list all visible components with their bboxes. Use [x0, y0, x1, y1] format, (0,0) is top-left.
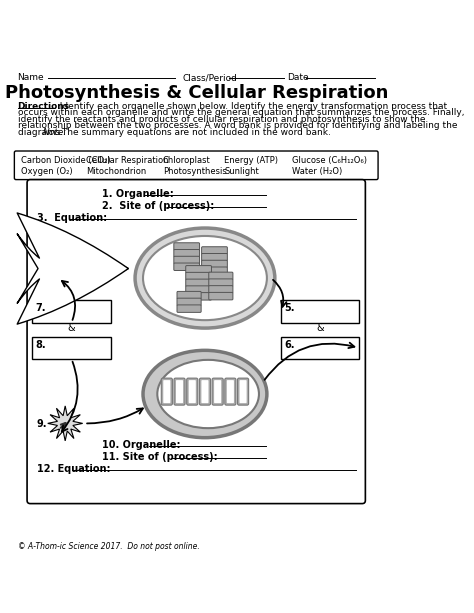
Polygon shape: [44, 253, 52, 259]
Polygon shape: [48, 406, 82, 441]
Text: Note:: Note:: [43, 128, 67, 137]
Text: 11. Site of (process):: 11. Site of (process):: [102, 452, 218, 462]
FancyBboxPatch shape: [177, 291, 201, 299]
Text: Glucose (C₆H₁₂O₆): Glucose (C₆H₁₂O₆): [292, 156, 367, 165]
Polygon shape: [59, 242, 65, 250]
Text: 4.: 4.: [78, 265, 88, 275]
FancyBboxPatch shape: [281, 300, 359, 322]
FancyBboxPatch shape: [174, 378, 185, 405]
Text: 3.  Equation:: 3. Equation:: [36, 213, 107, 223]
FancyBboxPatch shape: [201, 267, 228, 275]
Text: diagrams.: diagrams.: [18, 128, 65, 137]
FancyBboxPatch shape: [177, 305, 201, 313]
FancyBboxPatch shape: [212, 378, 223, 405]
FancyBboxPatch shape: [177, 298, 201, 306]
FancyBboxPatch shape: [209, 272, 233, 280]
FancyBboxPatch shape: [201, 254, 228, 261]
Text: relationship between the two processes. A word bank is provided for identifying : relationship between the two processes. …: [18, 121, 457, 131]
FancyBboxPatch shape: [176, 380, 183, 403]
Ellipse shape: [135, 228, 275, 328]
Polygon shape: [52, 273, 58, 281]
FancyBboxPatch shape: [239, 380, 246, 403]
FancyBboxPatch shape: [32, 300, 111, 322]
Text: Date: Date: [288, 73, 309, 82]
FancyBboxPatch shape: [186, 292, 211, 300]
Text: Photosynthesis & Cellular Respiration: Photosynthesis & Cellular Respiration: [5, 85, 388, 102]
Circle shape: [49, 250, 75, 276]
Text: Class/Period: Class/Period: [182, 73, 237, 82]
FancyBboxPatch shape: [225, 378, 236, 405]
Ellipse shape: [143, 351, 267, 438]
Text: &: &: [316, 323, 324, 333]
Text: 6.: 6.: [284, 340, 295, 350]
FancyBboxPatch shape: [94, 265, 126, 273]
FancyBboxPatch shape: [174, 249, 200, 257]
FancyBboxPatch shape: [189, 380, 196, 403]
FancyBboxPatch shape: [237, 378, 249, 405]
FancyBboxPatch shape: [227, 380, 234, 403]
Text: : Identify each organelle shown below. Identify the energy transformation proces: : Identify each organelle shown below. I…: [54, 102, 447, 111]
FancyBboxPatch shape: [163, 380, 171, 403]
Ellipse shape: [143, 236, 267, 320]
FancyBboxPatch shape: [201, 380, 209, 403]
FancyBboxPatch shape: [174, 263, 200, 270]
Text: Photosynthesis: Photosynthesis: [163, 167, 227, 176]
FancyBboxPatch shape: [174, 256, 200, 264]
FancyBboxPatch shape: [209, 286, 233, 293]
FancyBboxPatch shape: [201, 247, 228, 254]
FancyBboxPatch shape: [174, 243, 200, 250]
Text: 1. Organelle:: 1. Organelle:: [102, 189, 173, 199]
FancyBboxPatch shape: [186, 272, 211, 280]
Text: Oxygen (O₂): Oxygen (O₂): [21, 167, 73, 176]
Text: 2.  Site of (process):: 2. Site of (process):: [102, 201, 214, 211]
FancyBboxPatch shape: [209, 279, 233, 286]
FancyBboxPatch shape: [281, 337, 359, 359]
Polygon shape: [44, 267, 52, 273]
FancyBboxPatch shape: [214, 380, 221, 403]
Text: 10. Organelle:: 10. Organelle:: [102, 440, 180, 450]
FancyBboxPatch shape: [186, 265, 211, 273]
Polygon shape: [66, 245, 73, 253]
Text: 8.: 8.: [35, 340, 46, 350]
Text: &: &: [68, 323, 75, 333]
Ellipse shape: [56, 256, 68, 270]
Text: Carbon Dioxide (CO₂): Carbon Dioxide (CO₂): [21, 156, 110, 165]
FancyBboxPatch shape: [187, 378, 198, 405]
Text: 12. Equation:: 12. Equation:: [36, 464, 110, 474]
FancyBboxPatch shape: [200, 378, 210, 405]
Text: identify the reactants and products of cellular respiration and photosynthesis t: identify the reactants and products of c…: [18, 115, 425, 124]
Ellipse shape: [157, 360, 259, 428]
Text: The summary equations are not included in the word bank.: The summary equations are not included i…: [59, 128, 331, 137]
FancyBboxPatch shape: [32, 337, 111, 359]
Text: Directions: Directions: [18, 102, 70, 111]
Polygon shape: [75, 260, 82, 266]
Text: Sunlight: Sunlight: [224, 167, 259, 176]
Text: 5.: 5.: [284, 303, 295, 313]
Polygon shape: [59, 276, 65, 284]
FancyBboxPatch shape: [186, 286, 211, 293]
Text: Energy (ATP): Energy (ATP): [224, 156, 278, 165]
Polygon shape: [41, 260, 49, 266]
Polygon shape: [72, 267, 80, 273]
Text: © A-Thom-ic Science 2017.  Do not post online.: © A-Thom-ic Science 2017. Do not post on…: [18, 542, 199, 550]
Polygon shape: [66, 273, 73, 281]
Polygon shape: [52, 245, 58, 253]
Text: Chloroplast: Chloroplast: [163, 156, 210, 165]
FancyBboxPatch shape: [209, 292, 233, 300]
FancyBboxPatch shape: [27, 180, 365, 504]
FancyBboxPatch shape: [14, 151, 378, 180]
Text: Cellular Respiration: Cellular Respiration: [86, 156, 168, 165]
Text: occurs within each organelle and write the general equation that summarizes the : occurs within each organelle and write t…: [18, 109, 464, 117]
Text: Mitochondrion: Mitochondrion: [86, 167, 146, 176]
Text: Water (H₂O): Water (H₂O): [292, 167, 343, 176]
Text: 7.: 7.: [35, 303, 46, 313]
Text: 9.: 9.: [36, 419, 47, 430]
FancyBboxPatch shape: [161, 378, 173, 405]
Polygon shape: [72, 253, 80, 259]
FancyBboxPatch shape: [201, 261, 228, 268]
FancyBboxPatch shape: [186, 279, 211, 286]
Text: Name: Name: [18, 73, 44, 82]
